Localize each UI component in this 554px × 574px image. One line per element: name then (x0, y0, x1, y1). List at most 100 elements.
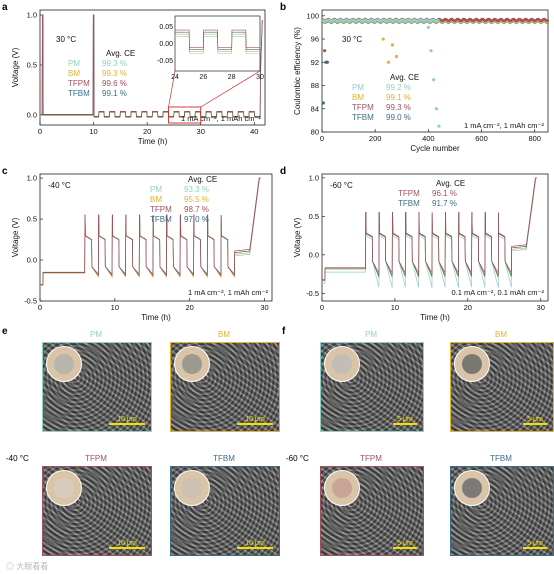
sem-tile-title: BM (495, 330, 507, 339)
legend-value-tfpm: 99.3 % (386, 103, 411, 112)
sem-tile-title: TFPM (85, 454, 107, 463)
x-tick-label: 30 (537, 303, 545, 312)
outlier-point-bm (390, 43, 395, 47)
sem-tile-pm: 10 μm (42, 342, 152, 432)
scale-bar-label: 5 μm (397, 540, 413, 547)
data-point (436, 18, 440, 22)
x-tick-label: 400 (422, 134, 435, 143)
series-line-tfpm (322, 177, 537, 280)
condition-label: 1 mA cm⁻², 1 mAh cm⁻² (188, 288, 269, 297)
temperature-label: -40 °C (48, 181, 71, 190)
scale-bar-line (523, 423, 547, 425)
electrode-photo (174, 470, 210, 506)
legend-value-bm: 99.3 % (102, 69, 127, 78)
inset-x-tick: 26 (199, 74, 207, 81)
x-tick-label: 600 (475, 134, 488, 143)
condition-label: 0.1 mA cm⁻², 0.1 mAh cm⁻² (451, 288, 544, 297)
outlier-point-pm (434, 107, 438, 111)
electrode-disc (54, 354, 74, 374)
sem-tile-bm: 5 μm (450, 342, 554, 432)
panel-a-voltage-chart: 0 10 20 30 40 0.0 0.5 1.0 Time (h) Voltage (V) 30 … (11, 9, 266, 146)
legend-value-pm: 99.3 % (102, 59, 127, 68)
x-tick-label: 800 (528, 134, 541, 143)
electrode-disc (332, 354, 352, 374)
outlier-point-tfbm (321, 101, 325, 105)
outlier-point-pm (432, 78, 436, 82)
y-tick-label: 1.0 (309, 173, 319, 182)
inset-y-tick: 0.00 (159, 41, 173, 48)
scale-bar-label: 5 μm (527, 540, 543, 547)
scale-bar-label: 10 μm (117, 540, 137, 547)
y-axis-label: Voltage (V) (11, 47, 20, 87)
panel-a-label: a (2, 2, 8, 13)
x-axis-label: Time (h) (420, 313, 450, 322)
inset-series-tfpm (175, 29, 260, 48)
outlier-point-tfbm (324, 60, 328, 64)
y-tick-label: 0.5 (27, 215, 37, 224)
scale-bar-label: 10 μm (117, 416, 137, 423)
scale-bar-line (523, 547, 547, 549)
legend-entry-bm: BM (150, 195, 162, 204)
legend-entry-pm: PM (68, 59, 80, 68)
series-line-tfpm (40, 14, 263, 117)
x-tick-label: 10 (391, 303, 399, 312)
scale-bar-line (237, 547, 273, 549)
legend-entry-bm: BM (68, 69, 80, 78)
series-points-pm (322, 18, 440, 23)
scale-bar: 10 μm (109, 416, 145, 425)
x-tick-label: 200 (369, 134, 382, 143)
panel-b-label: b (280, 2, 287, 13)
y-tick-label: 0.5 (27, 61, 37, 70)
temperature-label: -60 °C (330, 181, 353, 190)
plot-frame (39, 173, 273, 302)
y-tick-label: 100 (306, 11, 319, 20)
outlier-point-bm (381, 37, 385, 41)
panel-d-label: d (280, 166, 287, 177)
legend-entry-tfbm: TFBM (150, 215, 172, 224)
legend-value-pm: 93.3 % (184, 185, 209, 194)
x-tick-label: 40 (250, 127, 258, 136)
series-line-pm (322, 177, 537, 288)
x-axis-label: Cycle number (410, 144, 460, 153)
sem-tile-title: TFBM (490, 454, 512, 463)
side-label-minus60: -60 °C (286, 454, 309, 463)
y-axis-label: Voltage (V) (11, 217, 20, 257)
outlier-point-pm (426, 25, 430, 30)
x-tick-label: 20 (143, 127, 151, 136)
legend-entry-tfpm: TFPM (150, 205, 172, 214)
y-tick-label: 0.0 (309, 250, 319, 259)
electrode-disc (332, 478, 352, 498)
electrode-photo (324, 346, 360, 382)
zoom-connector-right (200, 70, 261, 108)
y-tick-label: 1.0 (27, 11, 37, 20)
scale-bar: 10 μm (109, 540, 145, 549)
x-tick-label: 0 (320, 303, 324, 312)
sem-tile-pm: 5 μm (320, 342, 424, 432)
electrode-disc (182, 478, 202, 498)
legend-value-pm: 99.2 % (386, 83, 411, 92)
y-tick-label: 88 (311, 81, 319, 90)
legend-value-tfpm: 96.1 % (432, 189, 457, 198)
x-axis-label: Time (h) (138, 137, 168, 146)
legend-entry-tfbm: TFBM (68, 89, 90, 98)
plot-frame (321, 9, 549, 133)
scale-bar: 10 μm (237, 540, 273, 549)
legend-title: Avg. CE (106, 49, 135, 58)
x-tick-label: 30 (197, 127, 205, 136)
electrode-disc (462, 478, 482, 498)
legend-title: Avg. CE (390, 73, 419, 82)
scale-bar-label: 10 μm (245, 416, 265, 423)
sem-tile-title: PM (365, 330, 377, 339)
sem-tile-tfpm: 10 μm (42, 466, 152, 556)
electrode-photo (324, 470, 360, 506)
series-line-pm (40, 14, 263, 118)
y-axis-label: Voltage (V) (293, 217, 302, 257)
x-tick-label: 20 (464, 303, 472, 312)
inset-y-tick: -0.05 (157, 58, 173, 65)
x-tick-label: 10 (111, 303, 119, 312)
scale-bar-line (109, 423, 145, 425)
electrode-disc (54, 478, 74, 498)
legend-entry-tfbm: TFBM (398, 199, 420, 208)
legend-title: Avg. CE (188, 175, 217, 184)
y-tick-label: 0.0 (27, 111, 37, 120)
